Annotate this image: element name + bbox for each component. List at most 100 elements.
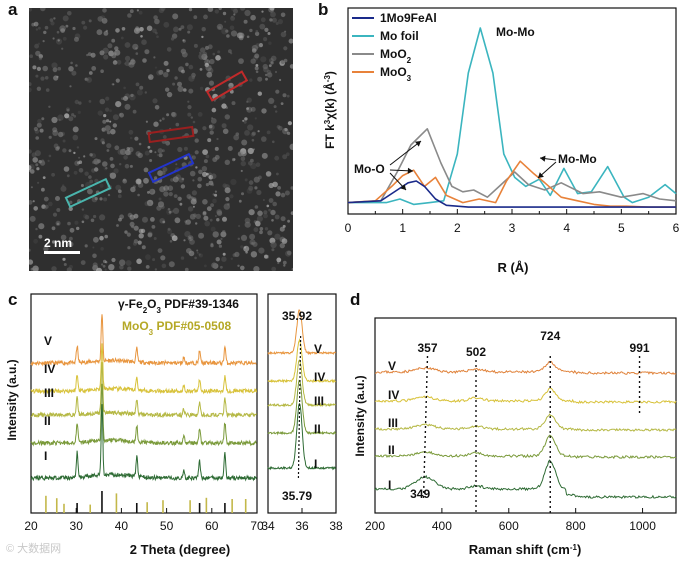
lattice-spot [267,230,273,236]
lattice-spot [96,29,103,36]
lattice-spot [283,46,288,51]
lattice-spot [124,60,130,67]
lattice-spot [237,151,243,157]
lattice-spot [258,43,263,48]
lattice-spot [73,170,78,175]
legend-label: MoO2 [380,47,412,65]
lattice-spot [36,167,40,171]
lattice-spot [171,210,174,213]
lattice-spot [280,31,287,38]
x-tick-label: 40 [115,519,129,533]
lattice-spot [94,167,99,172]
lattice-spot [287,219,290,223]
lattice-spot [212,157,218,163]
lattice-spot [279,226,285,232]
lattice-spot [78,156,81,159]
lattice-spot [225,197,230,202]
lattice-spot [201,35,204,39]
lattice-spot [198,253,203,258]
series-label: I [388,478,391,492]
lattice-spot [69,200,73,204]
lattice-spot [289,64,293,69]
lattice-spot [173,26,179,33]
lattice-spot [260,17,266,23]
lattice-spot [51,226,56,231]
lattice-spot [194,256,197,260]
lattice-spot [65,107,70,112]
lattice-spot [203,159,208,164]
lattice-spot [88,175,92,179]
lattice-spot [141,245,146,250]
lattice-spot [29,149,32,154]
lattice-spot [92,262,98,268]
lattice-spot [201,166,208,172]
lattice-spot [114,46,119,51]
lattice-spot [166,113,170,117]
series-line-IV [30,343,257,395]
lattice-spot [100,247,104,251]
annotation-arrowhead [538,172,544,178]
lattice-spot [117,189,122,194]
lattice-spot [60,185,67,192]
lattice-spot [209,58,215,65]
series-label: V [44,334,52,348]
lattice-spot [171,112,177,118]
x-tick-label: 4 [563,221,570,235]
zoom-series-line-III [267,359,337,408]
lattice-spot [121,97,124,100]
lattice-spot [99,15,106,21]
lattice-spot [99,227,105,233]
lattice-spot [178,27,182,31]
lattice-spot [52,67,58,73]
lattice-spot [135,151,141,157]
lattice-spot [130,58,135,62]
lattice-spot [84,171,89,176]
lattice-spot [119,259,126,266]
annotation-arrowhead [415,141,421,147]
lattice-spot [240,234,248,241]
lattice-spot [172,176,179,183]
lattice-spot [255,162,261,167]
lattice-spot [128,151,132,155]
lattice-spot [37,118,42,124]
lattice-spot [255,64,259,67]
lattice-spot [116,59,122,65]
lattice-spot [202,126,207,131]
lattice-spot [182,39,185,42]
lattice-spot [260,56,267,63]
lattice-spot [183,146,188,151]
lattice-spot [251,131,256,136]
x-tick-label: 1 [399,221,406,235]
lattice-spot [188,64,194,70]
lattice-spot [186,194,192,199]
lattice-spot [257,76,263,82]
lattice-spot [264,254,268,259]
lattice-spot [29,215,36,222]
lattice-spot [112,114,119,121]
lattice-spot [93,236,99,243]
lattice-spot [72,134,79,141]
lattice-spot [187,112,192,117]
lattice-spot [276,172,279,176]
lattice-spot [57,66,61,71]
lattice-spot [44,76,49,80]
lattice-spot [216,218,220,222]
lattice-spot [221,123,227,129]
lattice-spot [177,146,183,153]
lattice-spot [86,77,92,83]
lattice-spot [104,268,107,271]
lattice-spot [224,187,231,194]
lattice-spot [36,66,41,71]
lattice-spot [290,186,293,190]
lattice-spot [132,241,138,246]
lattice-spot [70,61,73,65]
lattice-spot [105,167,108,170]
lattice-spot [207,44,213,50]
lattice-spot [222,252,226,256]
lattice-spot [180,25,185,29]
lattice-spot [139,27,144,32]
lattice-spot [153,121,159,127]
lattice-spot [115,184,122,191]
lattice-spot [37,181,40,184]
tem-micrograph [29,8,293,271]
